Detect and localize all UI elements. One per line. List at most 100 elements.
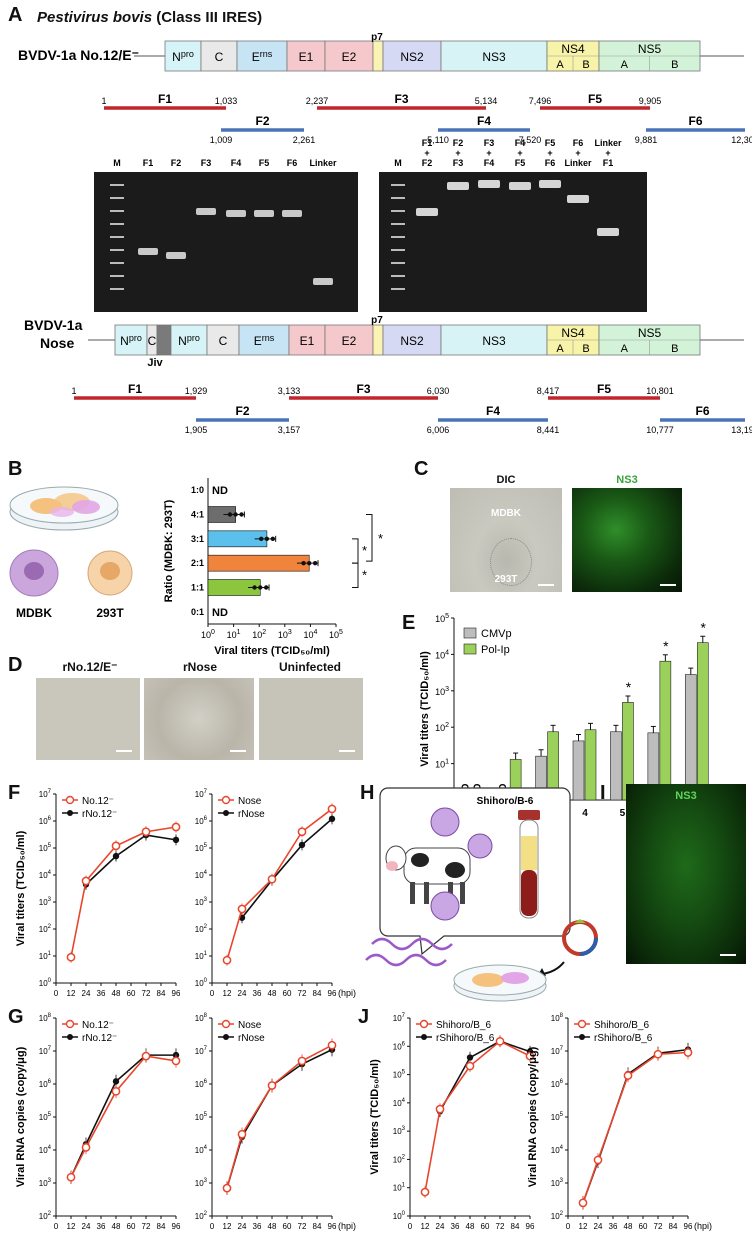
mdbk-cell-label: MDBK <box>16 606 52 620</box>
data-point <box>252 585 257 590</box>
data-point-open <box>267 874 277 884</box>
x-unit: (hpi) <box>338 988 356 998</box>
gene-segment <box>238 324 290 356</box>
data-point <box>301 560 306 566</box>
data-point-open <box>141 827 151 837</box>
panel-letter-i: I <box>600 782 606 804</box>
data-point-open <box>297 1056 307 1066</box>
legend-marker <box>65 795 75 805</box>
legend-label: Nose <box>238 796 262 807</box>
ladder-band <box>110 249 124 251</box>
x-tick-label: 36 <box>97 989 106 998</box>
x-tick-label: 12 <box>223 989 232 998</box>
gel1-lane-label: F1 <box>143 158 154 168</box>
data-point-filled <box>466 1054 474 1061</box>
x-tick-label: 24 <box>594 1222 603 1231</box>
y-tick-label: 105 <box>39 843 52 853</box>
y-tick-label: 102 <box>39 1211 52 1221</box>
panel-letter-j: J <box>358 1006 370 1028</box>
category-label: 2:1 <box>191 558 204 568</box>
data-point-open <box>578 1198 588 1208</box>
x-tick-label: 24 <box>82 1222 91 1231</box>
gene-segment <box>156 324 172 356</box>
x-tick-label: 0 <box>54 1222 59 1231</box>
y-tick-label: 103 <box>195 1178 208 1188</box>
ires-class: (Class III IRES) <box>156 9 263 26</box>
gel-image-2 <box>379 172 647 312</box>
data-point-filled <box>172 836 180 844</box>
y-tick-label: 103 <box>435 686 449 697</box>
mdbk-cell-icon <box>9 549 59 597</box>
chart-g-right: 102 103 104 105 106 107 108 0 12 24 36 48 60 72 84 96 (h… <box>195 1013 356 1231</box>
y-tick-label: 100 <box>195 978 208 988</box>
legend-swatch <box>463 643 477 655</box>
data-point-open <box>171 1056 181 1066</box>
data-point-open <box>623 1071 633 1080</box>
y-axis-label: Viral titers (TCID₅₀/ml) <box>369 1059 381 1175</box>
subgene-label-b: B <box>582 59 589 71</box>
panel-a-diagram: BVDV-1a No.12/E⁻ Npro C Erns E1 E2 NS2 NS3 NS4 A… <box>18 32 752 435</box>
ladder-band <box>391 184 405 186</box>
blood-tube-icon <box>518 810 540 919</box>
y-tick-label: 104 <box>195 1145 208 1155</box>
data-point-open <box>495 1036 505 1046</box>
gel2-lane-label: F2 <box>422 158 433 168</box>
293t-cell-label: 293T <box>96 606 124 620</box>
y-axis-label: Viral titers (TCID₅₀/ml) <box>15 830 27 946</box>
fragment-name: F6 <box>695 404 709 418</box>
y-tick-label: 106 <box>551 1079 564 1089</box>
gel1-lane-label: M <box>113 158 121 168</box>
legend-marker <box>221 1019 231 1029</box>
gel2-lane-label: F4 <box>515 138 526 148</box>
legend-label: rNose <box>238 1033 265 1044</box>
bar-2:1 <box>207 554 310 572</box>
x-tick-label: 72 <box>496 1222 505 1231</box>
gel-band <box>509 182 531 190</box>
data-point-open <box>237 1129 247 1139</box>
ns3-fluorescence-image-i: NS3 <box>626 784 746 964</box>
y-tick-label: 100 <box>393 1211 406 1221</box>
x-tick-label: 96 <box>328 1222 337 1231</box>
scale-bar <box>538 584 554 586</box>
category-label: 3:1 <box>191 534 204 544</box>
p7-label-1: p7 <box>371 32 383 43</box>
y-tick-label: 108 <box>195 1013 208 1023</box>
y-axis-label: Viral RNA copies (copy/μg) <box>15 1046 27 1187</box>
nd-label: ND <box>212 607 228 619</box>
data-point-open <box>267 1081 277 1090</box>
y-tick-label: 107 <box>39 1046 52 1056</box>
legend-swatch <box>463 627 477 639</box>
data-point-filled <box>684 1046 692 1053</box>
x-tick-label: 96 <box>328 989 337 998</box>
x-tick-label: 0 <box>566 1222 571 1231</box>
ladder-band <box>391 262 405 264</box>
gel2-lane-label: F5 <box>515 158 526 168</box>
data-point-open <box>111 841 121 851</box>
genome1-bar: Npro C Erns E1 E2 NS2 NS3 NS4 A B NS5 A B <box>164 40 701 72</box>
x-unit: (hpi) <box>694 1221 712 1231</box>
gel2-lane-label: F1 <box>422 138 433 148</box>
fragment-end: 7,520 <box>519 135 542 145</box>
rnose-brightfield-image <box>144 678 254 760</box>
bar-cmvp-5 <box>610 731 622 801</box>
gel1-lane-label: F6 <box>287 158 298 168</box>
gel-band <box>597 228 619 236</box>
gel2-lane-label: Linker <box>564 158 592 168</box>
data-point-open <box>237 904 247 914</box>
fragment-end: 2,261 <box>293 135 316 145</box>
data-point-open <box>66 1172 76 1182</box>
ladder-band <box>110 223 124 225</box>
x-tick-label: 96 <box>684 1222 693 1231</box>
gene-segment <box>382 40 442 72</box>
x-tick-label: 24 <box>238 989 247 998</box>
legend-marker <box>421 1034 427 1040</box>
fragment-end: 5,134 <box>475 96 498 106</box>
ladder-band <box>391 236 405 238</box>
x-tick-label: 72 <box>654 1222 663 1231</box>
x-tick-label: 84 <box>313 989 322 998</box>
x-tick-label: 12 <box>579 1222 588 1231</box>
panel-letter-f: F <box>8 782 21 804</box>
y-tick-label: 106 <box>39 816 52 826</box>
ladder-band <box>391 197 405 199</box>
